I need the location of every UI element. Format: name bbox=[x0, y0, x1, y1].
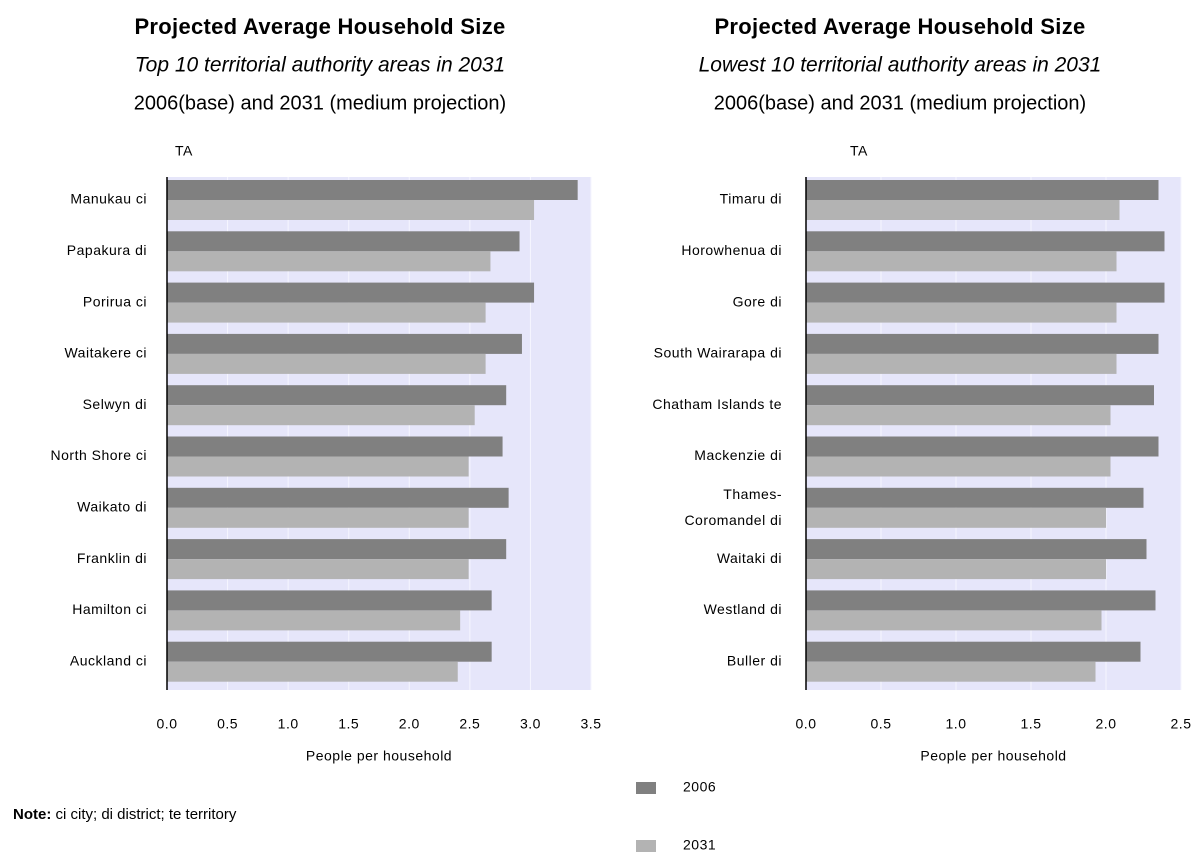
y-tick-label: South Wairarapa di bbox=[654, 345, 782, 361]
bar bbox=[167, 661, 458, 682]
bar bbox=[167, 539, 507, 560]
label-line: Thames- bbox=[723, 486, 782, 502]
x-tick-label: 2.0 bbox=[399, 716, 420, 732]
y-tick-label: Selwyn di bbox=[83, 396, 147, 412]
bar bbox=[806, 353, 1117, 374]
x-axis-label: People per household bbox=[306, 748, 452, 764]
bar bbox=[167, 231, 520, 252]
bar bbox=[806, 661, 1096, 682]
x-tick-label: 1.0 bbox=[946, 716, 967, 732]
y-tick-label: Waikato di bbox=[77, 499, 147, 515]
bar bbox=[167, 251, 491, 272]
x-tick-label: 1.5 bbox=[338, 716, 359, 732]
label-line: Coromandel di bbox=[684, 512, 782, 528]
bar bbox=[167, 200, 535, 220]
bar bbox=[167, 385, 507, 406]
y-tick-label: Porirua ci bbox=[83, 293, 147, 309]
bar bbox=[167, 405, 475, 426]
bar bbox=[806, 610, 1102, 631]
y-tick-label: Auckland ci bbox=[70, 652, 147, 668]
bar bbox=[806, 200, 1120, 220]
chart-subtitle: Lowest 10 territorial authority areas in… bbox=[699, 54, 1102, 77]
x-tick-label: 3.0 bbox=[520, 716, 541, 732]
bar bbox=[167, 641, 492, 662]
bar bbox=[806, 302, 1117, 323]
y-tick-label: Gore di bbox=[733, 293, 782, 309]
x-tick-label: 1.5 bbox=[1021, 716, 1042, 732]
x-tick-label: 0.0 bbox=[796, 716, 817, 732]
y-tick-label: Thames- Coromandel di bbox=[684, 486, 782, 528]
bar bbox=[806, 487, 1144, 508]
bar bbox=[167, 507, 469, 528]
legend-swatch bbox=[636, 840, 656, 852]
bar bbox=[806, 539, 1147, 560]
bar bbox=[806, 507, 1106, 528]
x-tick-label: 0.5 bbox=[217, 716, 238, 732]
x-tick-label: 0.0 bbox=[157, 716, 178, 732]
bar bbox=[806, 456, 1111, 477]
bar bbox=[806, 333, 1159, 354]
y-tick-label: Horowhenua di bbox=[681, 242, 782, 258]
legend-label: 2006 bbox=[683, 779, 716, 795]
bar bbox=[167, 333, 522, 354]
y-tick-label: North Shore ci bbox=[51, 447, 147, 463]
bar bbox=[167, 436, 503, 457]
bar bbox=[167, 180, 578, 200]
bar bbox=[806, 180, 1159, 200]
y-tick-label: Waitaki di bbox=[717, 550, 782, 566]
note-text: ci city; di district; te territory bbox=[56, 806, 237, 823]
y-axis-label: TA bbox=[850, 143, 868, 159]
y-tick-label: Hamilton ci bbox=[72, 601, 147, 617]
bar bbox=[167, 590, 492, 611]
bar bbox=[806, 405, 1111, 426]
bar bbox=[806, 559, 1106, 580]
bar bbox=[167, 487, 509, 508]
y-tick-label: Mackenzie di bbox=[694, 447, 782, 463]
y-tick-label: Timaru di bbox=[720, 191, 782, 207]
note: Note: ci city; di district; te territory bbox=[13, 806, 237, 823]
chart-subtitle: 2006(base) and 2031 (medium projection) bbox=[134, 92, 506, 114]
y-tick-label: Manukau ci bbox=[70, 191, 147, 207]
bar bbox=[806, 436, 1159, 457]
bar bbox=[806, 385, 1154, 406]
y-tick-label: Franklin di bbox=[77, 550, 147, 566]
note-label: Note: bbox=[13, 806, 51, 823]
bar bbox=[806, 641, 1141, 662]
chart-title: Projected Average Household Size bbox=[714, 14, 1085, 39]
legend-swatch bbox=[636, 782, 656, 794]
y-tick-label: Westland di bbox=[704, 601, 782, 617]
bar bbox=[167, 559, 469, 580]
bar bbox=[167, 456, 469, 477]
x-tick-label: 2.5 bbox=[459, 716, 480, 732]
x-tick-label: 3.5 bbox=[581, 716, 602, 732]
bar bbox=[167, 610, 461, 631]
bar bbox=[806, 251, 1117, 272]
y-tick-label: Papakura di bbox=[67, 242, 147, 258]
chart-subtitle: 2006(base) and 2031 (medium projection) bbox=[714, 92, 1086, 114]
legend-label: 2031 bbox=[683, 837, 716, 853]
x-axis-label: People per household bbox=[920, 748, 1066, 764]
y-tick-label: Waitakere ci bbox=[64, 345, 147, 361]
y-tick-label: Buller di bbox=[727, 652, 782, 668]
bar bbox=[806, 282, 1165, 303]
x-tick-label: 2.0 bbox=[1096, 716, 1117, 732]
x-tick-label: 0.5 bbox=[871, 716, 892, 732]
y-tick-label: Chatham Islands te bbox=[652, 396, 782, 412]
bar bbox=[806, 231, 1165, 252]
bar bbox=[167, 353, 486, 374]
y-axis-label: TA bbox=[175, 143, 193, 159]
x-tick-label: 1.0 bbox=[278, 716, 299, 732]
bar bbox=[167, 282, 535, 303]
chart-subtitle: Top 10 territorial authority areas in 20… bbox=[135, 54, 505, 77]
bar bbox=[167, 302, 486, 323]
bar bbox=[806, 590, 1156, 611]
x-tick-label: 2.5 bbox=[1171, 716, 1192, 732]
chart-title: Projected Average Household Size bbox=[134, 14, 505, 39]
